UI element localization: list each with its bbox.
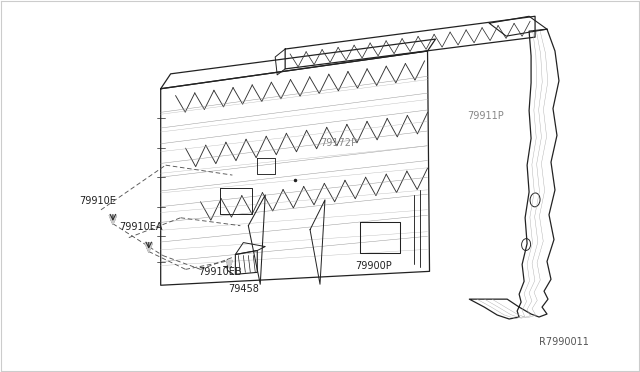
Text: 79900P: 79900P xyxy=(355,262,392,272)
Text: 79910E: 79910E xyxy=(79,196,116,206)
Text: 79458: 79458 xyxy=(228,284,259,294)
Polygon shape xyxy=(145,243,152,248)
Text: 79910EB: 79910EB xyxy=(198,267,242,278)
Text: R7990011: R7990011 xyxy=(539,337,589,347)
Polygon shape xyxy=(227,260,232,264)
Polygon shape xyxy=(109,215,116,220)
Text: 79911P: 79911P xyxy=(467,110,504,121)
Text: 79910EA: 79910EA xyxy=(119,222,163,232)
Polygon shape xyxy=(228,264,231,268)
Polygon shape xyxy=(111,220,115,224)
Polygon shape xyxy=(147,248,150,252)
Text: 79172P: 79172P xyxy=(320,138,357,148)
